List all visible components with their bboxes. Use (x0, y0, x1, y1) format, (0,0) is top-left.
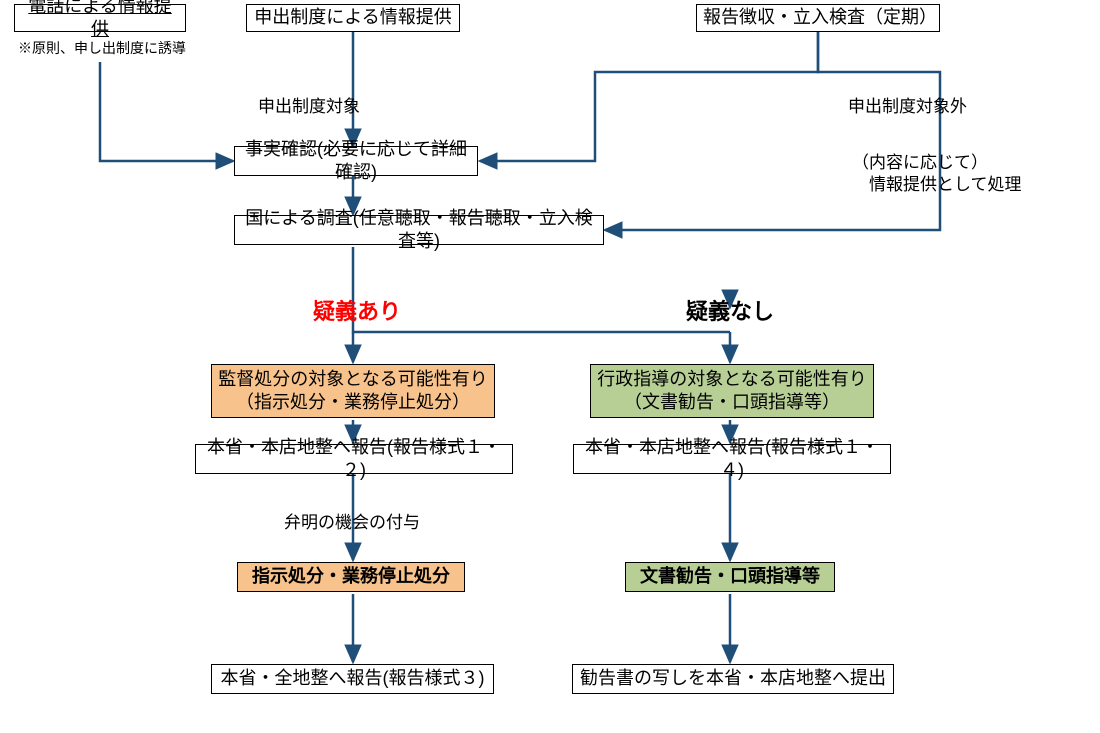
label-doubt-yes: 疑義あり (313, 294, 401, 326)
node-offer-system: 申出制度による情報提供 (246, 4, 460, 32)
node-report-inspection: 報告徴収・立入検査（定期） (696, 4, 940, 32)
node-submit-copy: 勧告書の写しを本省・本店地整へ提出 (572, 664, 894, 694)
note-telephone: ※原則、申し出制度に誘導 (18, 38, 186, 58)
node-guidance: 文書勧告・口頭指導等 (625, 562, 835, 592)
node-investigation: 国による調査(任意聴取・報告聴取・立入検査等) (234, 215, 604, 245)
label-as-info: （内容に応じて） 情報提供として処理 (852, 152, 1022, 196)
label-doubt-no: 疑義なし (686, 294, 774, 326)
node-fact-check: 事実確認(必要に応じて詳細確認) (234, 146, 478, 176)
flowchart-canvas: 電話による情報提供 ※原則、申し出制度に誘導 申出制度による情報提供 報告徴収・… (0, 0, 1100, 733)
node-report-14: 本省・本店地整へ報告(報告様式１・４) (573, 444, 891, 474)
label-out-of-scope: 申出制度対象外 (848, 96, 967, 118)
node-admin-guidance-possible: 行政指導の対象となる可能性有り （文書勧告・口頭指導等） (590, 364, 874, 418)
node-report-12: 本省・本店地整へ報告(報告様式１・２) (195, 444, 513, 474)
node-report-3: 本省・全地整へ報告(報告様式３) (211, 664, 494, 694)
label-opportunity-explain: 弁明の機会の付与 (284, 512, 420, 534)
node-telephone: 電話による情報提供 (14, 4, 186, 32)
node-disposition: 指示処分・業務停止処分 (237, 562, 465, 592)
label-in-scope: 申出制度対象 (258, 96, 360, 118)
node-supervisory-possible: 監督処分の対象となる可能性有り （指示処分・業務停止処分） (211, 364, 495, 418)
